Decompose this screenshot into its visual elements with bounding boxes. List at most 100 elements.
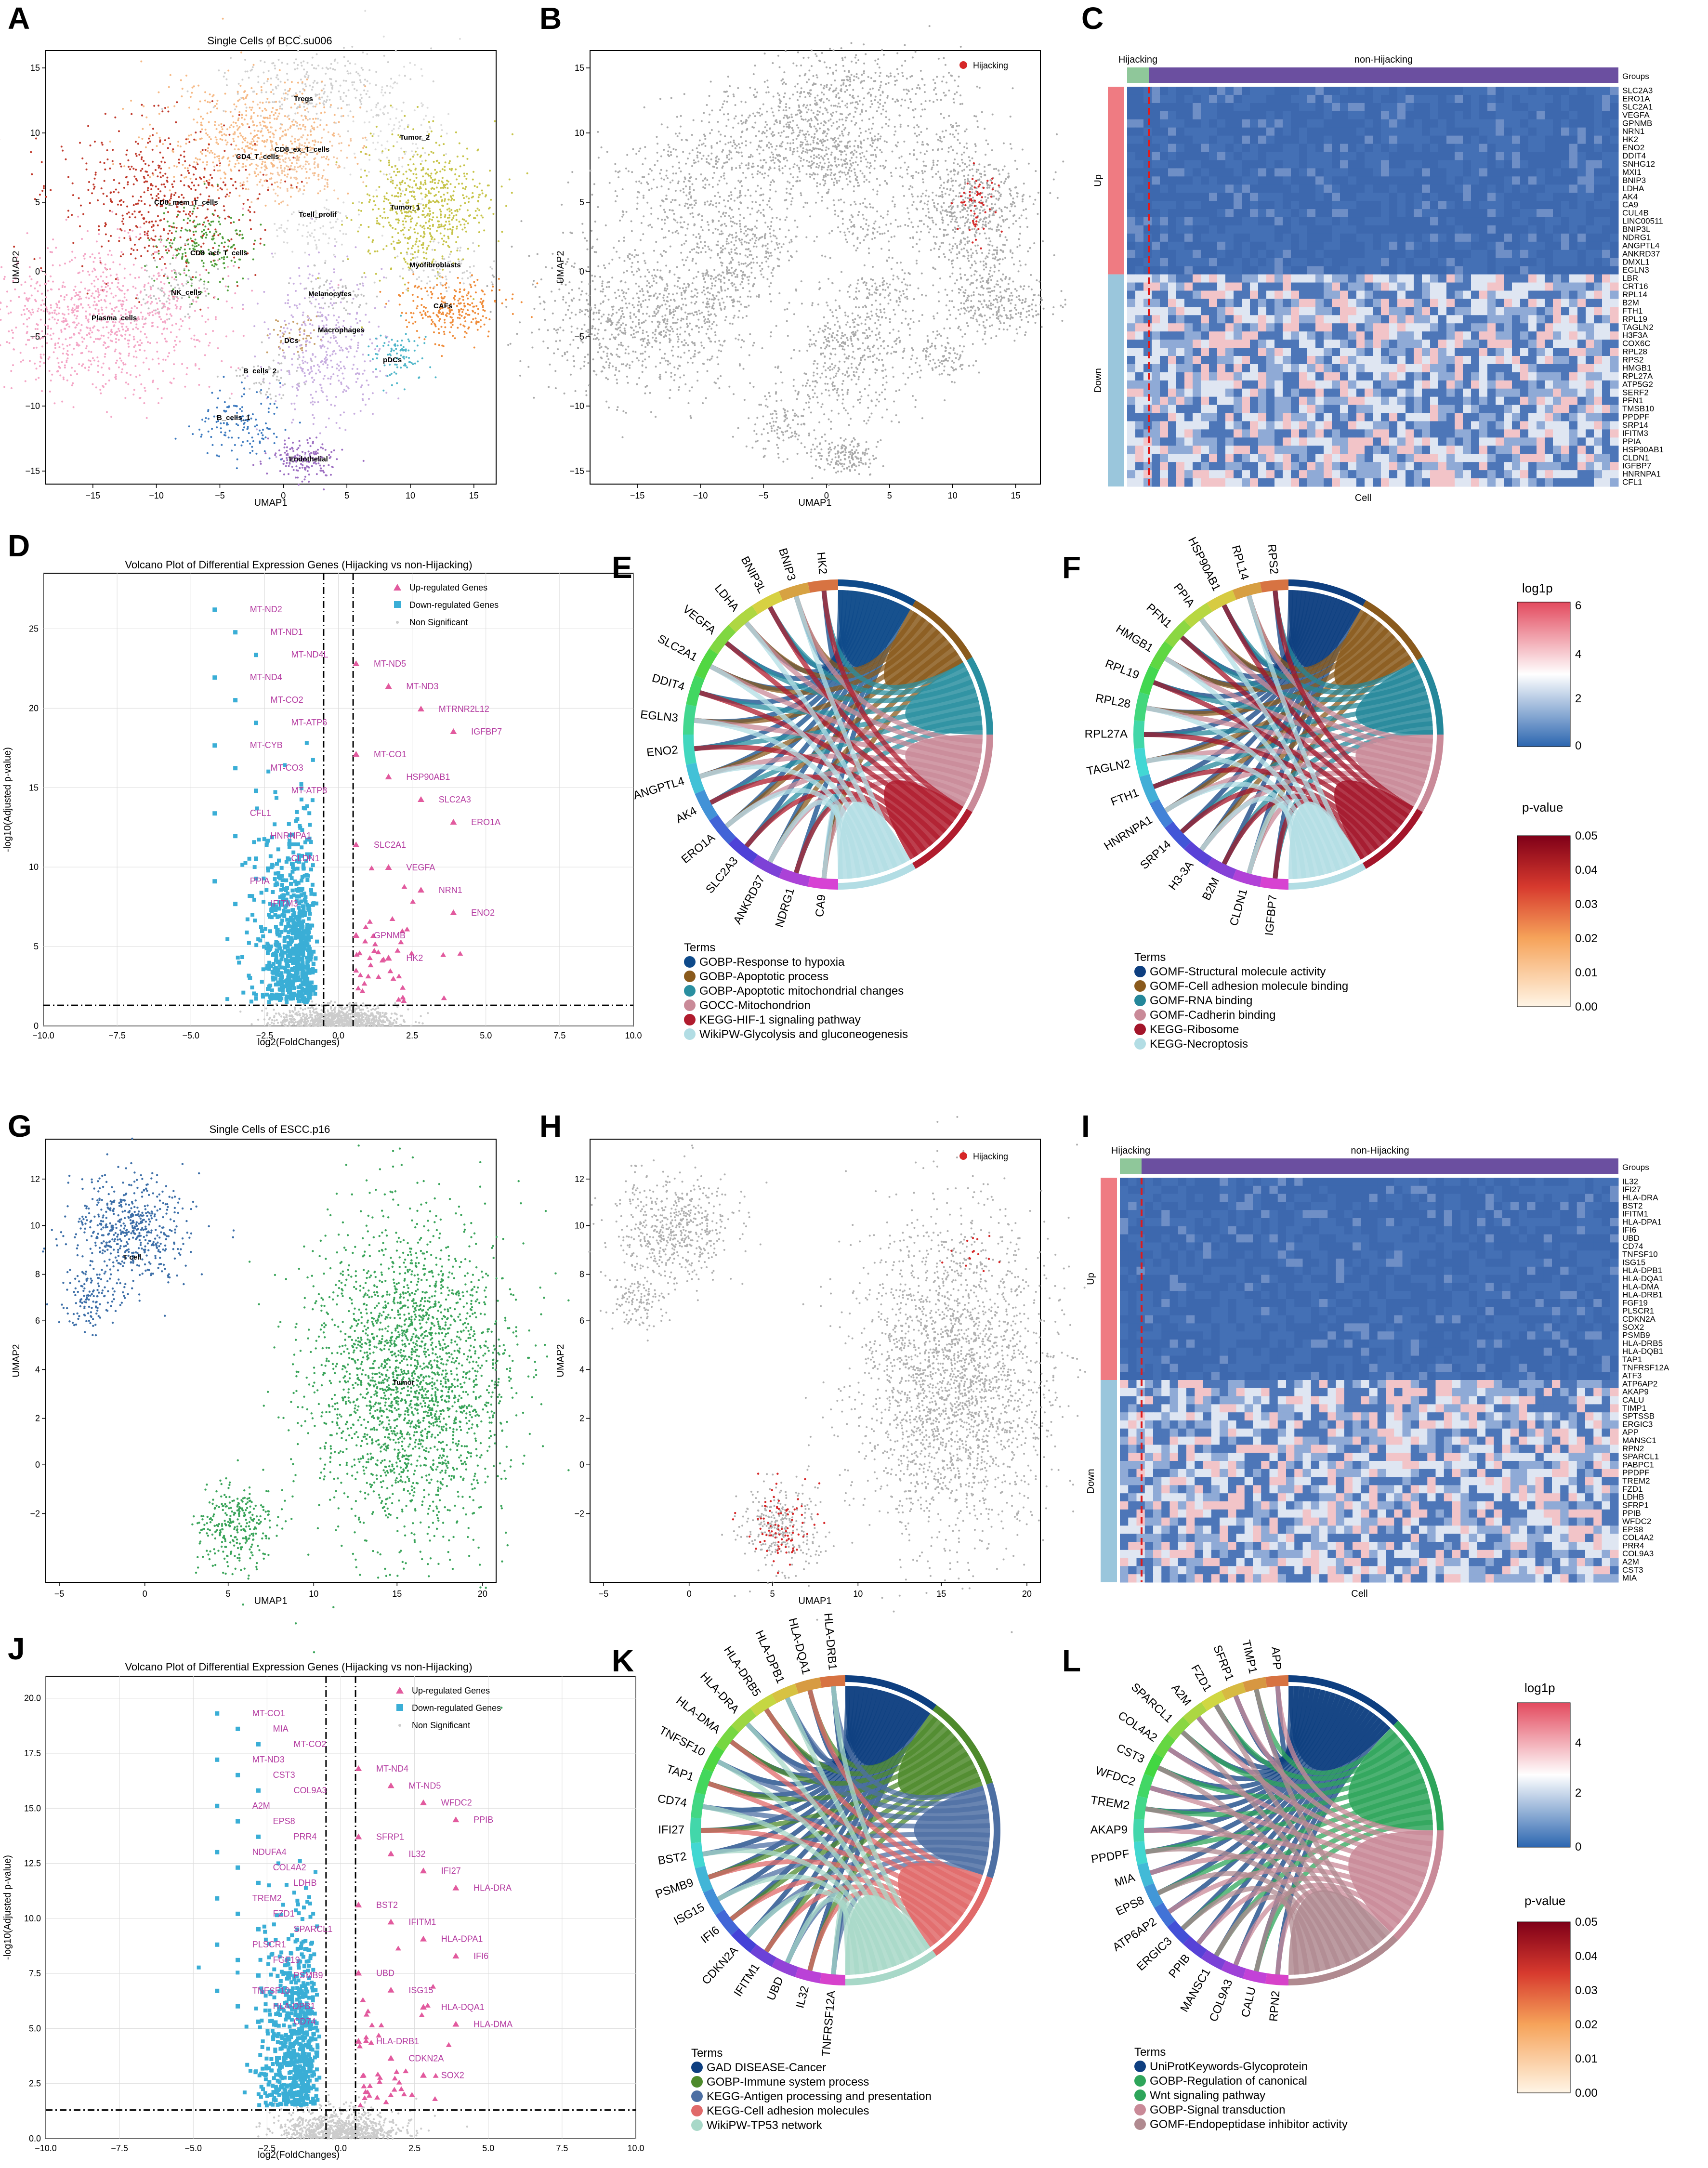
cell-point xyxy=(440,196,442,198)
cell-point xyxy=(270,149,272,151)
cell-point xyxy=(427,173,429,175)
cell-point xyxy=(407,199,409,201)
cell-point xyxy=(145,336,147,338)
cell-point xyxy=(135,178,137,180)
cell-point xyxy=(417,106,419,108)
cell-point xyxy=(337,218,339,220)
cell-point xyxy=(18,296,20,298)
cell-point xyxy=(40,319,42,321)
cell-point xyxy=(238,267,240,269)
cell-point xyxy=(35,300,37,302)
cell-point xyxy=(110,292,112,294)
cell-point xyxy=(195,168,197,170)
cell-point xyxy=(890,75,892,77)
cell-point xyxy=(215,142,217,144)
cell-point xyxy=(41,161,43,163)
cell-point xyxy=(314,239,316,241)
cell-point xyxy=(354,335,355,337)
cell-point xyxy=(222,278,224,280)
cell-point xyxy=(160,219,162,221)
cell-point xyxy=(343,378,345,380)
cell-point xyxy=(208,228,210,230)
cell-point xyxy=(391,384,393,386)
cell-point xyxy=(94,141,96,143)
cell-point xyxy=(294,141,296,143)
cell-point xyxy=(221,360,223,362)
cell-point xyxy=(459,221,460,223)
cell-point xyxy=(97,360,99,362)
cell-point xyxy=(67,309,69,311)
cell-point xyxy=(307,119,309,121)
cell-point xyxy=(480,319,482,321)
cell-point xyxy=(81,337,83,339)
cell-point xyxy=(333,268,335,270)
cell-point xyxy=(129,216,131,218)
cell-point xyxy=(207,150,209,152)
cell-point xyxy=(200,246,202,248)
cell-point xyxy=(396,242,398,244)
cell-point xyxy=(220,427,222,429)
cell-point xyxy=(74,315,76,316)
cell-point xyxy=(105,306,107,308)
cell-point xyxy=(335,336,337,338)
cell-point xyxy=(85,162,87,164)
cell-point xyxy=(349,313,351,315)
cell-point xyxy=(319,315,321,317)
cell-point xyxy=(177,214,179,216)
cell-point xyxy=(238,114,240,116)
cell-point xyxy=(135,153,137,155)
cell-point xyxy=(304,383,306,385)
cell-point xyxy=(372,358,374,360)
cell-point xyxy=(239,368,241,370)
cell-point xyxy=(430,172,432,174)
cell-point xyxy=(499,289,500,291)
cell-point xyxy=(155,236,157,237)
cell-point xyxy=(484,293,486,295)
cell-point xyxy=(298,138,300,140)
cell-point xyxy=(247,427,249,429)
cell-point xyxy=(259,193,261,195)
cell-point xyxy=(31,173,33,175)
cell-point xyxy=(409,158,411,160)
cell-point xyxy=(380,160,381,162)
cell-point xyxy=(145,264,147,266)
cell-point xyxy=(213,233,215,235)
cell-point xyxy=(406,367,408,368)
cell-point xyxy=(364,370,366,372)
cell-point xyxy=(351,46,353,48)
cell-point xyxy=(419,312,421,314)
cell-point xyxy=(313,67,315,69)
cell-point xyxy=(450,199,452,201)
cell-point xyxy=(372,392,374,394)
cell-point xyxy=(417,246,419,248)
cell-point xyxy=(393,82,394,84)
cell-point xyxy=(454,210,456,212)
cell-point xyxy=(291,168,293,170)
umap-b-frame xyxy=(590,51,1040,484)
cell-point xyxy=(128,355,130,356)
cell-point xyxy=(391,339,393,341)
cell-point xyxy=(242,184,244,186)
cell-point xyxy=(396,353,398,355)
cell-point xyxy=(288,282,290,284)
cell-point xyxy=(319,102,321,104)
cell-point xyxy=(152,161,154,163)
cell-point xyxy=(248,77,250,79)
cell-point xyxy=(459,291,461,293)
cell-point xyxy=(340,85,342,87)
cell-point xyxy=(364,360,366,362)
cell-point xyxy=(380,215,381,217)
cell-point xyxy=(383,36,385,38)
cell-point xyxy=(331,366,333,368)
cell-point xyxy=(103,289,105,291)
cell-point xyxy=(359,320,361,322)
cell-point xyxy=(415,224,417,226)
cell-point xyxy=(443,154,445,156)
cell-point xyxy=(270,91,272,93)
cell-point xyxy=(196,301,197,302)
cell-point xyxy=(198,429,200,431)
cell-point xyxy=(441,355,443,357)
cell-point xyxy=(423,342,425,344)
cell-point xyxy=(375,338,377,340)
cell-point xyxy=(461,311,463,313)
